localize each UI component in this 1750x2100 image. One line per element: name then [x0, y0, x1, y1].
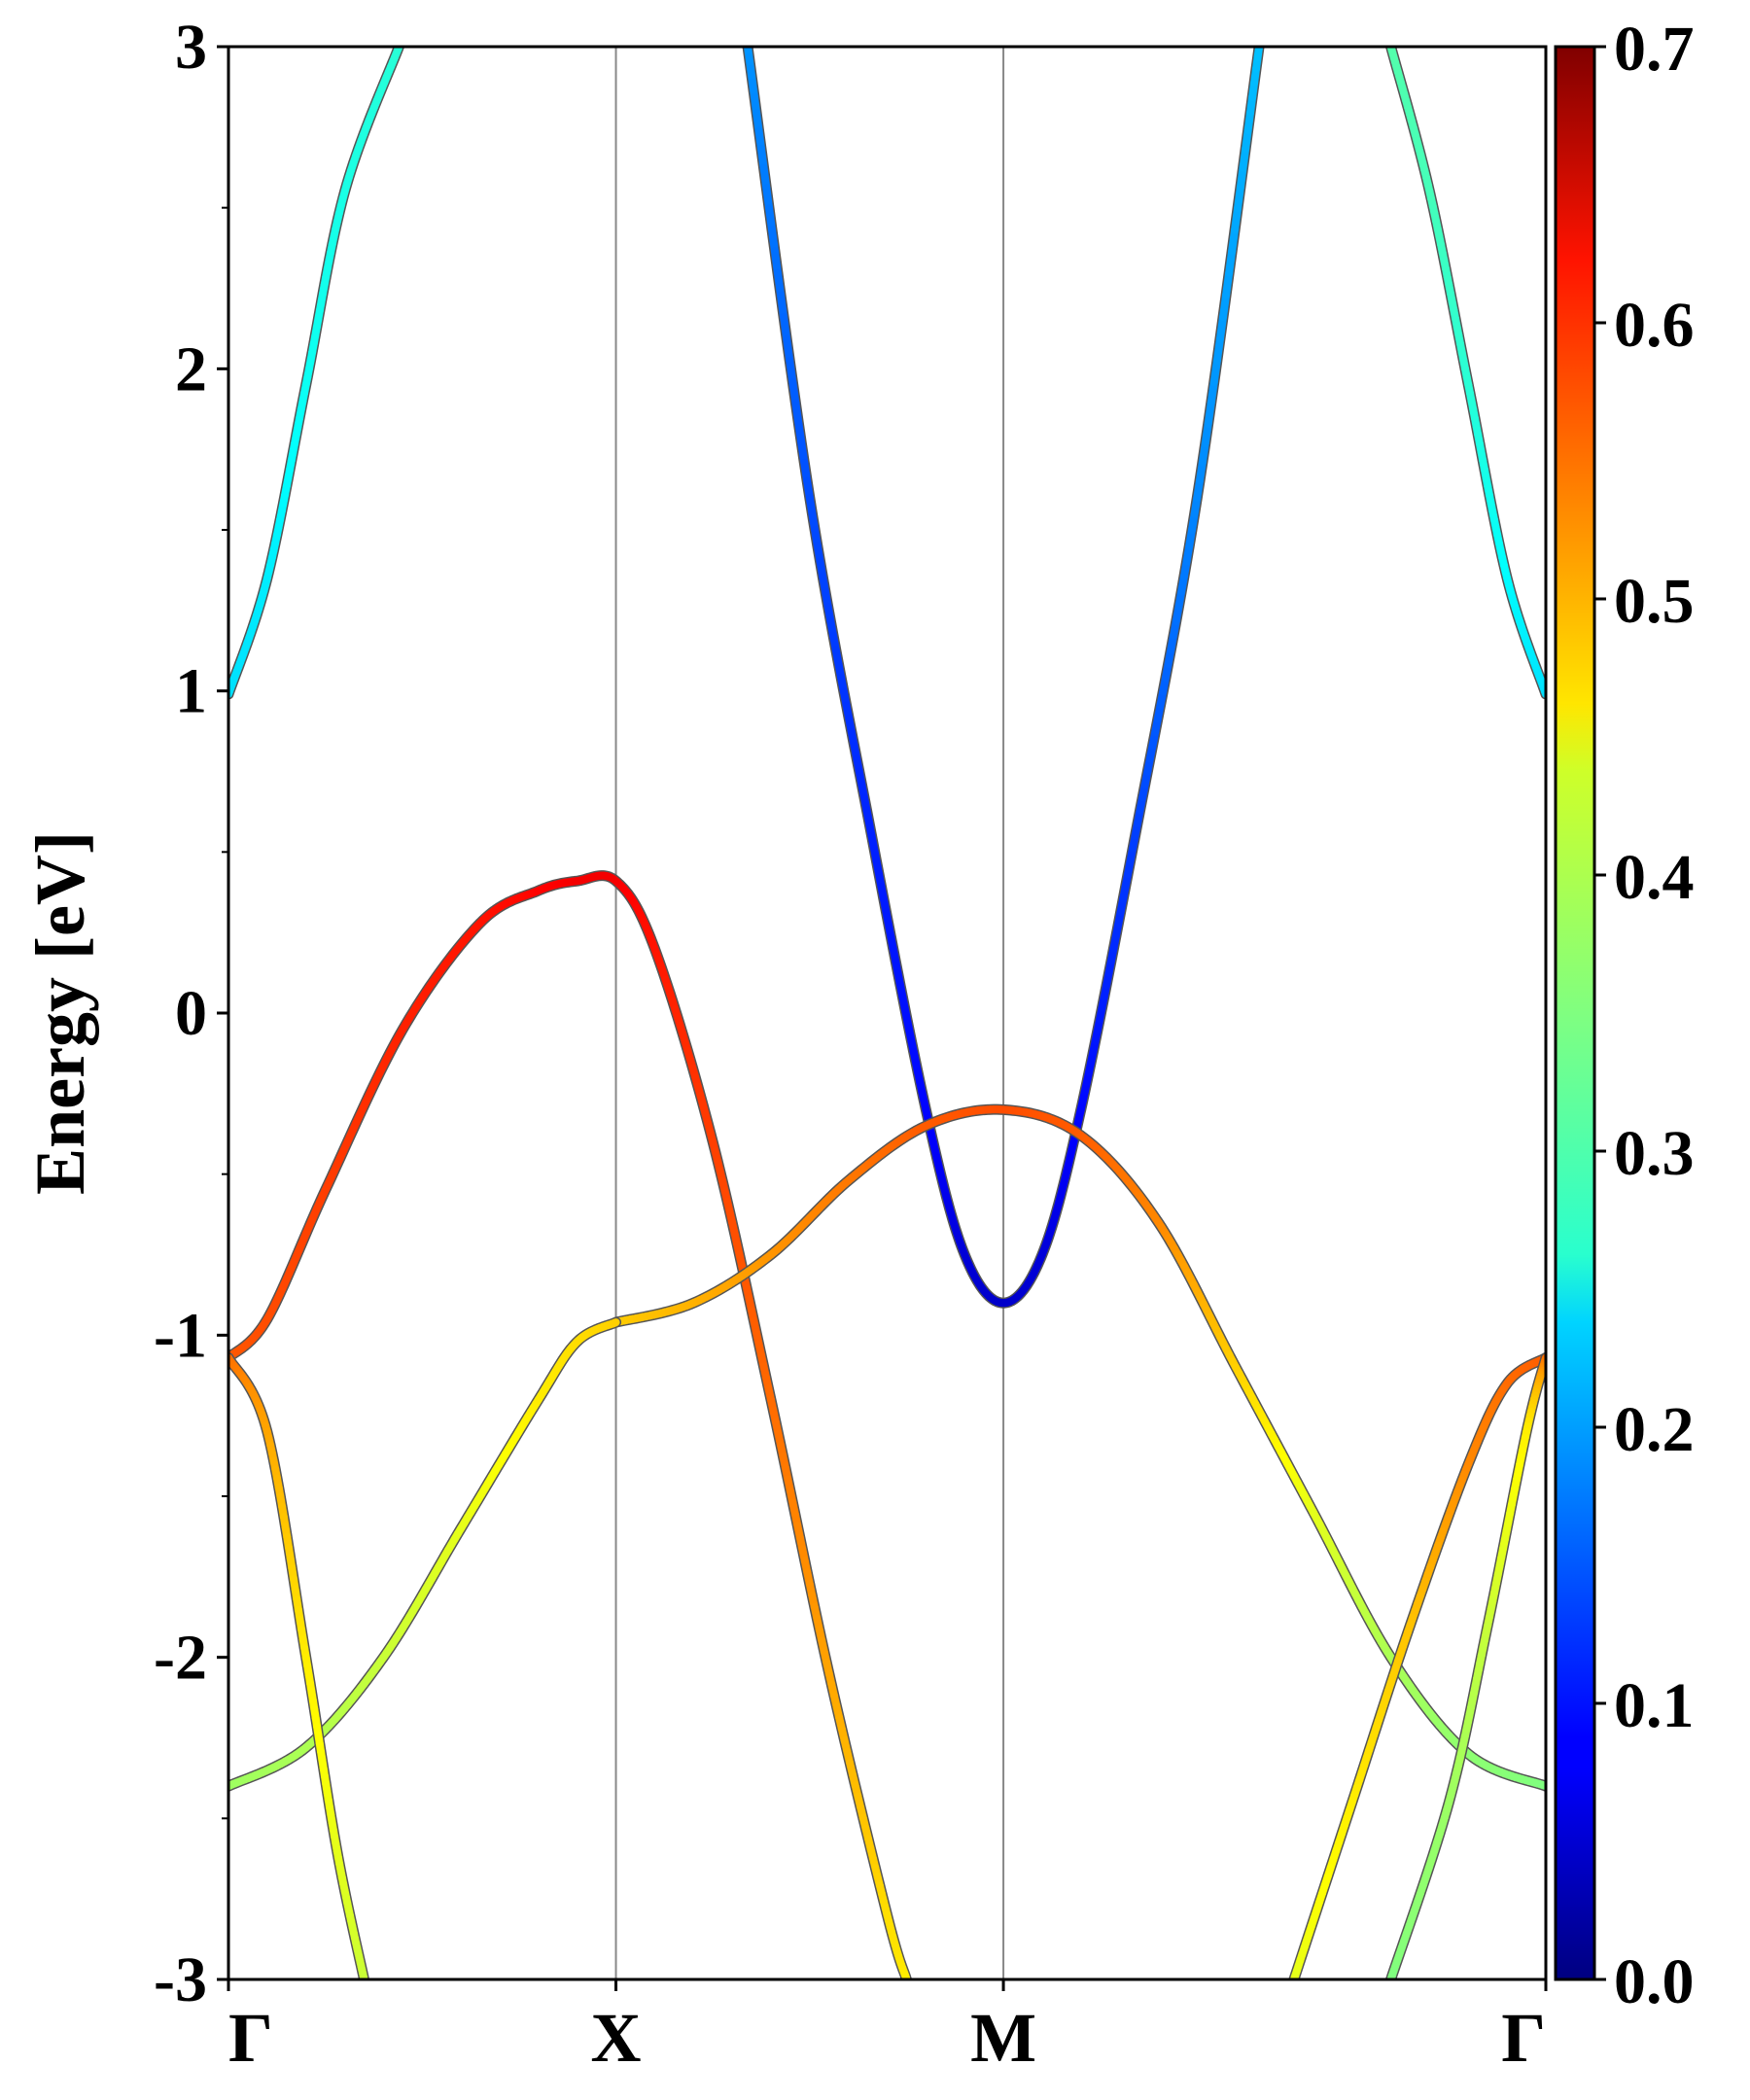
y-tick-label: 0 — [175, 978, 207, 1049]
y-axis-ticks: 3 2 1 0 -1 -2 -3 — [154, 12, 228, 2015]
bands-layer — [228, 47, 1546, 1979]
y-tick-label: 2 — [175, 333, 207, 404]
colorbar: 0.0 0.1 0.2 0.3 0.4 0.5 0.6 0.7 — [1554, 14, 1695, 2017]
x-tick-label: M — [970, 1999, 1036, 2077]
band-conduction-gamma-left-outline — [228, 47, 404, 700]
colorbar-tick-label: 0.1 — [1614, 1670, 1695, 1741]
x-tick-label: X — [591, 1999, 642, 2077]
x-tick-label: Γ — [1501, 1999, 1546, 2077]
plot-frame — [227, 45, 1548, 1981]
band-conduction-m — [742, 47, 1265, 1309]
band-conduction-m-segment — [1253, 47, 1264, 61]
colorbar-gradient — [1554, 45, 1596, 1981]
y-tick-label: -1 — [154, 1300, 207, 1371]
colorbar-tick-label: 0.3 — [1614, 1118, 1695, 1189]
band-valence-xm-upper — [611, 1103, 1546, 1792]
plot-area: 3 2 1 0 -1 -2 -3 Γ X M Γ — [154, 12, 1548, 2077]
colorbar-tick-label: 0.2 — [1614, 1394, 1695, 1465]
band-valence-mg-orange — [1288, 1352, 1546, 1979]
colorbar-tick-label: 0.5 — [1614, 566, 1695, 637]
band-valence-gamma-left-steep — [228, 1352, 369, 1979]
high-symmetry-lines — [614, 47, 1005, 1979]
y-tick-label: -3 — [154, 1944, 207, 2015]
band-valence-gx-top — [228, 870, 912, 1979]
colorbar-tick-label: 0.0 — [1614, 1946, 1695, 2017]
colorbar-tick-label: 0.6 — [1614, 290, 1695, 361]
y-tick-label: 3 — [175, 12, 207, 83]
band-valence-gx-lower — [228, 1316, 622, 1792]
colorbar-tick-label: 0.7 — [1614, 14, 1695, 85]
x-tick-label: Γ — [228, 1999, 273, 2077]
colorbar-ticks: 0.0 0.1 0.2 0.3 0.4 0.5 0.6 0.7 — [1594, 14, 1695, 2017]
y-axis-label: Energy [eV] — [21, 831, 99, 1195]
band-valence-mg-green — [1385, 1352, 1546, 1979]
band-conduction-gamma-left — [228, 47, 404, 700]
band-conduction-gamma-right — [1385, 47, 1546, 700]
y-tick-label: 1 — [175, 656, 207, 727]
colorbar-tick-label: 0.4 — [1614, 842, 1695, 913]
y-tick-label: -2 — [154, 1623, 207, 1694]
